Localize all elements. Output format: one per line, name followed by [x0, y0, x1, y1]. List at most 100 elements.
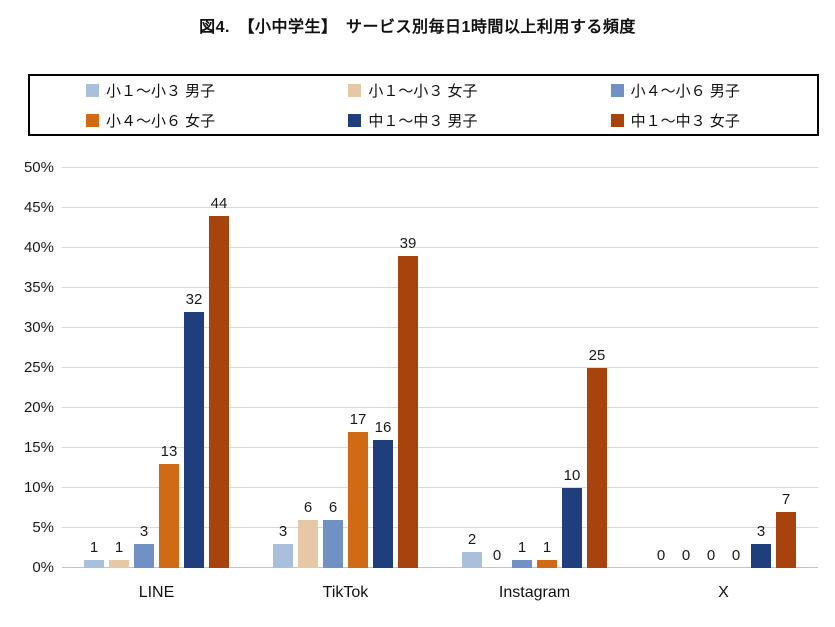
y-axis-tick-label: 5% [32, 519, 54, 536]
legend-swatch-icon [610, 113, 624, 127]
bar-Instagram-series3: 1 [512, 539, 532, 568]
y-axis-tick-label: 40% [23, 239, 54, 256]
y-axis-tick-label: 50% [23, 159, 54, 176]
x-axis-category-label: LINE [138, 584, 175, 601]
bar-LINE-series2: 1 [109, 539, 129, 568]
legend-label: 中１～中３ 女子 [630, 112, 740, 130]
data-label: 3 [139, 523, 149, 540]
legend-item: 小４～小６ 女子 [30, 110, 292, 131]
legend-label: 中１～中３ 男子 [368, 112, 478, 130]
legend-swatch-icon [610, 83, 624, 97]
gridline [62, 407, 818, 408]
legend-label: 小４～小６ 男子 [630, 82, 740, 100]
data-label: 0 [681, 547, 691, 564]
bar-fill [298, 520, 318, 568]
data-label: 1 [517, 539, 527, 556]
legend-item: 中１～中３ 女子 [555, 110, 817, 131]
gridline [62, 447, 818, 448]
data-label: 6 [303, 499, 313, 516]
data-label: 1 [114, 539, 124, 556]
gridline [62, 567, 818, 568]
data-label: 2 [467, 531, 477, 548]
data-label: 3 [278, 523, 288, 540]
bar-LINE-series6: 44 [209, 195, 229, 568]
x-axis-category-label: TikTok [322, 584, 369, 601]
y-axis-tick-label: 20% [23, 399, 54, 416]
bar-TikTok-series6: 39 [398, 235, 418, 568]
legend-label: 小１～小３ 男子 [106, 82, 216, 100]
bar-fill [209, 216, 229, 568]
legend-label: 小４～小６ 女子 [106, 112, 216, 130]
chart-title: 図4. 【小中学生】 サービス別毎日1時間以上利用する頻度 [199, 19, 636, 36]
data-label: 0 [706, 547, 716, 564]
data-label: 17 [349, 411, 367, 428]
data-label: 13 [160, 443, 178, 460]
bar-fill [323, 520, 343, 568]
data-label: 6 [328, 499, 338, 516]
gridline [62, 527, 818, 528]
data-label: 0 [492, 547, 502, 564]
x-axis-category-label: Instagram [498, 584, 571, 601]
gridline [62, 287, 818, 288]
bar-TikTok-series4: 17 [348, 411, 368, 568]
bar-group-TikTok: 3 6 6 17 16 39 [251, 168, 440, 568]
y-axis-tick-label: 35% [23, 279, 54, 296]
bar-fill [184, 312, 204, 568]
bar-fill [398, 256, 418, 568]
gridline [62, 207, 818, 208]
bar-TikTok-series3: 6 [323, 499, 343, 568]
bar-Instagram-series4: 1 [537, 539, 557, 568]
bar-X-series6: 7 [776, 491, 796, 568]
bar-Instagram-series1: 2 [462, 531, 482, 568]
data-label: 1 [542, 539, 552, 556]
legend-item: 小１～小３ 男子 [30, 80, 292, 101]
bar-group-Instagram: 2 0 1 1 10 25 [440, 168, 629, 568]
data-label: 25 [588, 347, 606, 364]
y-axis-tick-label: 30% [23, 319, 54, 336]
gridline [62, 167, 818, 168]
bar-fill [84, 560, 104, 568]
bar-TikTok-series1: 3 [273, 523, 293, 568]
gridline [62, 247, 818, 248]
gridline [62, 487, 818, 488]
legend-item: 中１～中３ 男子 [292, 110, 554, 131]
bar-fill [159, 464, 179, 568]
bar-fill [273, 544, 293, 568]
bar-fill [751, 544, 771, 568]
legend-swatch-icon [348, 83, 362, 97]
legend-swatch-icon [86, 83, 99, 97]
bar-LINE-series4: 13 [159, 443, 179, 568]
gridline [62, 367, 818, 368]
y-axis-tick-label: 15% [23, 439, 54, 456]
bar-fill [776, 512, 796, 568]
data-label: 10 [563, 467, 581, 484]
bar-Instagram-series6: 25 [587, 347, 607, 568]
data-label: 32 [185, 291, 203, 308]
bar-fill [512, 560, 532, 568]
bar-fill [562, 488, 582, 568]
y-axis-tick-label: 45% [23, 199, 54, 216]
y-axis-tick-label: 10% [23, 479, 54, 496]
bar-LINE-series5: 32 [184, 291, 204, 568]
legend-swatch-icon [348, 113, 362, 127]
bar-TikTok-series5: 16 [373, 419, 393, 568]
legend-label: 小１～小３ 女子 [368, 82, 478, 100]
y-axis-tick-label: 25% [23, 359, 54, 376]
data-label: 3 [756, 523, 766, 540]
data-label: 44 [210, 195, 228, 212]
bar-fill [348, 432, 368, 568]
legend-swatch-icon [86, 113, 99, 127]
data-label: 0 [731, 547, 741, 564]
legend-item: 小４～小６ 男子 [555, 80, 817, 101]
data-label: 7 [781, 491, 791, 508]
bar-fill [462, 552, 482, 568]
bar-LINE-series3: 3 [134, 523, 154, 568]
bar-fill [537, 560, 557, 568]
gridline [62, 327, 818, 328]
data-label: 39 [399, 235, 417, 252]
data-label: 1 [89, 539, 99, 556]
y-axis-tick-label: 0% [32, 559, 54, 576]
legend: 小１～小３ 男子 小１～小３ 女子 小４～小６ 男子小４～小６ 女子 中１～中３ 男子… [28, 74, 819, 136]
bar-fill [109, 560, 129, 568]
